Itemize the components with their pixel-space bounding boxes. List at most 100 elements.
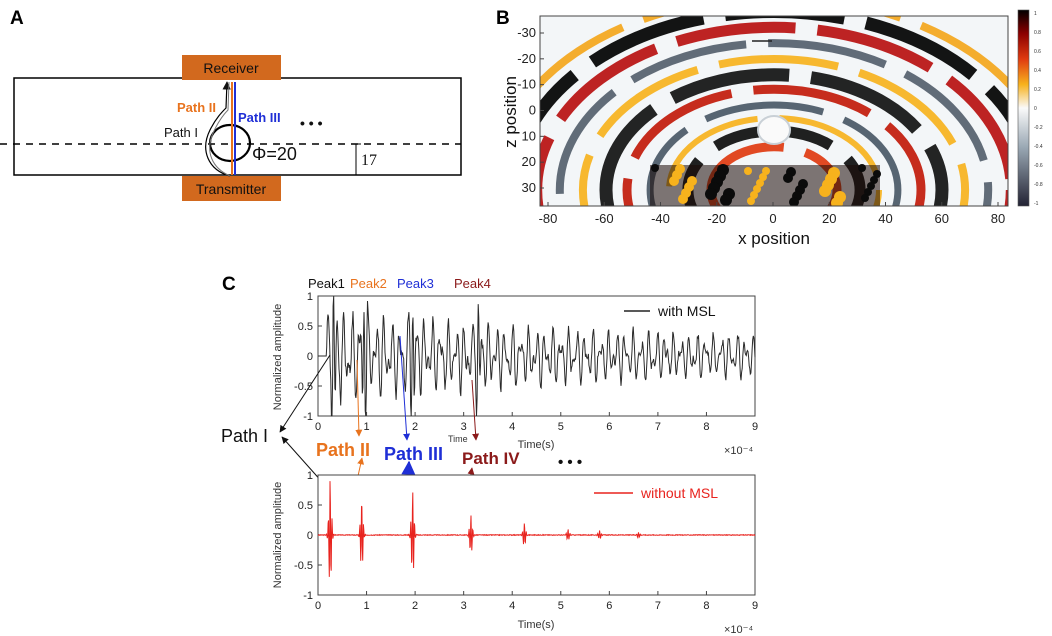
path3-label-c: Path III [384,444,443,464]
panel-c-ellipsis: • • • [558,454,582,471]
bottom-xlabel: Time(s) [518,619,555,631]
peak4-label: Peak4 [454,276,491,291]
panel-b-x-ticks: -80 -60 -40 -20 0 20 40 60 80 [539,202,1005,226]
bottom-plot-ticks: 0 1 2 3 4 5 6 7 8 9 1 0.5 0 -0.5 -1 [294,470,758,612]
stray-time-label: Time [448,434,468,444]
noise-speck [678,194,688,204]
ytick-label: -1 [303,411,313,423]
colorbar-tick-label: -1 [1034,201,1039,207]
panel-b-xtick-label: 60 [935,211,949,226]
noise-speck [873,170,881,178]
noise-speck [831,197,843,206]
panel-b-ytick-label: -20 [517,51,536,66]
panel-b-ytick-label: -10 [517,77,536,92]
top-signal-line [318,295,756,417]
path-i-line [205,81,231,177]
transmitter-label: Transmitter [196,181,267,197]
panel-b-ytick-label: 10 [522,128,536,143]
peak2-label: Peak2 [350,276,387,291]
xtick-label: 0 [315,421,321,433]
ytick-label: -0.5 [294,381,313,393]
noise-speck [858,164,866,172]
noise-speck [789,197,799,206]
arrow-path1-bottom [281,436,324,484]
noise-speck [759,173,767,181]
panel-b-xtick-label: 0 [769,211,776,226]
wavefront-ring [622,84,926,206]
ytick-label: 0 [307,530,313,542]
colorbar-tick-label: 0.4 [1034,68,1041,74]
panel-b-xtick-label: 20 [822,211,836,226]
noise-speck [747,197,755,205]
path-ii-label: Path II [177,100,216,115]
xtick-label: 2 [412,421,418,433]
wavefront-ring [578,54,970,206]
noise-speck [783,173,793,183]
arrow-path1-top [279,354,331,433]
path-i-inner-line [209,81,231,177]
noise-speck [861,194,869,202]
colorbar-tick-label: 0.6 [1034,49,1041,55]
colorbar-tick-label: 0.2 [1034,87,1041,93]
colorbar [1017,9,1030,207]
peak3-label: Peak3 [397,276,434,291]
transmitter-box [182,176,281,201]
panel-b: B -80 -60 -40 -20 0 20 40 60 80 -30-20-100102030… [496,8,1043,248]
colorbar-tick-label: -0.8 [1034,182,1043,188]
diameter-label: Φ=20 [252,144,297,164]
panel-c-letter: C [222,274,236,295]
noise-speck [669,176,679,186]
xtick-label: 1 [363,421,369,433]
colorbar-tick-label: -0.4 [1034,144,1043,150]
xtick-label: 6 [606,600,612,612]
top-xlabel: Time(s) [518,439,555,451]
arrow-path4-top [471,379,480,441]
receiver-label: Receiver [203,60,259,76]
xtick-label: 3 [461,600,467,612]
scatterer-circle [208,123,252,163]
offset-label: 17 [361,152,377,169]
panel-b-xtick-label: -20 [707,211,726,226]
arrow-path3-top [399,335,411,441]
noise-speck [819,185,831,197]
xtick-label: 2 [412,600,418,612]
wavefront-ring [540,21,1008,206]
noise-speck [744,167,752,175]
panel-b-xtick-label: -40 [651,211,670,226]
xtick-label: 6 [606,421,612,433]
panel-b-xtick-label: -60 [595,211,614,226]
ytick-label: 1 [307,291,313,303]
xtick-label: 9 [752,421,758,433]
noise-speck [864,188,872,196]
xtick-label: 7 [655,421,661,433]
wavefront-ring [555,39,993,206]
peak1-label: Peak1 [308,276,345,291]
panel-b-ylabel: z position [501,76,520,148]
noise-speck [753,185,761,193]
top-ylabel: Normalized amplitude [272,304,284,410]
panel-b-ytick-label: 0 [529,103,536,118]
bottom-legend-label: without MSL [640,485,718,501]
ytick-label: 0.5 [298,321,313,333]
panel-b-xtick-label: -80 [539,211,558,226]
xtick-label: 4 [509,600,515,612]
panel-b-ytick-label: -30 [517,25,536,40]
top-legend-label: with MSL [657,303,716,319]
panel-b-y-ticks: -30 -20 -10 0 10 20 30 [517,25,544,195]
path-i-label: Path I [164,125,198,140]
xtick-label: 5 [558,600,564,612]
colorbar-tick-label: -0.2 [1034,125,1043,131]
xtick-label: 5 [558,421,564,433]
colorbar-tick-label: 0 [1034,106,1037,112]
bottom-ylabel: Normalized amplitude [272,482,284,588]
colorbar-ticks: 1 0.8 0.6 0.4 0.2 0 -0.2 -0.4 -0.6 -0.8 -1 [1034,11,1043,207]
noise-speck [867,182,875,190]
ytick-label: 0.5 [298,500,313,512]
scatterer-region [757,115,791,145]
ytick-label: 0 [307,351,313,363]
panel-b-xtick-label: 80 [991,211,1005,226]
noise-speck [756,179,764,187]
noise-speck [720,194,732,206]
panel-c: C 0 1 2 3 4 5 6 7 8 9 1 0.5 0 -0.5 -1 with MSL Normali… [221,274,758,636]
